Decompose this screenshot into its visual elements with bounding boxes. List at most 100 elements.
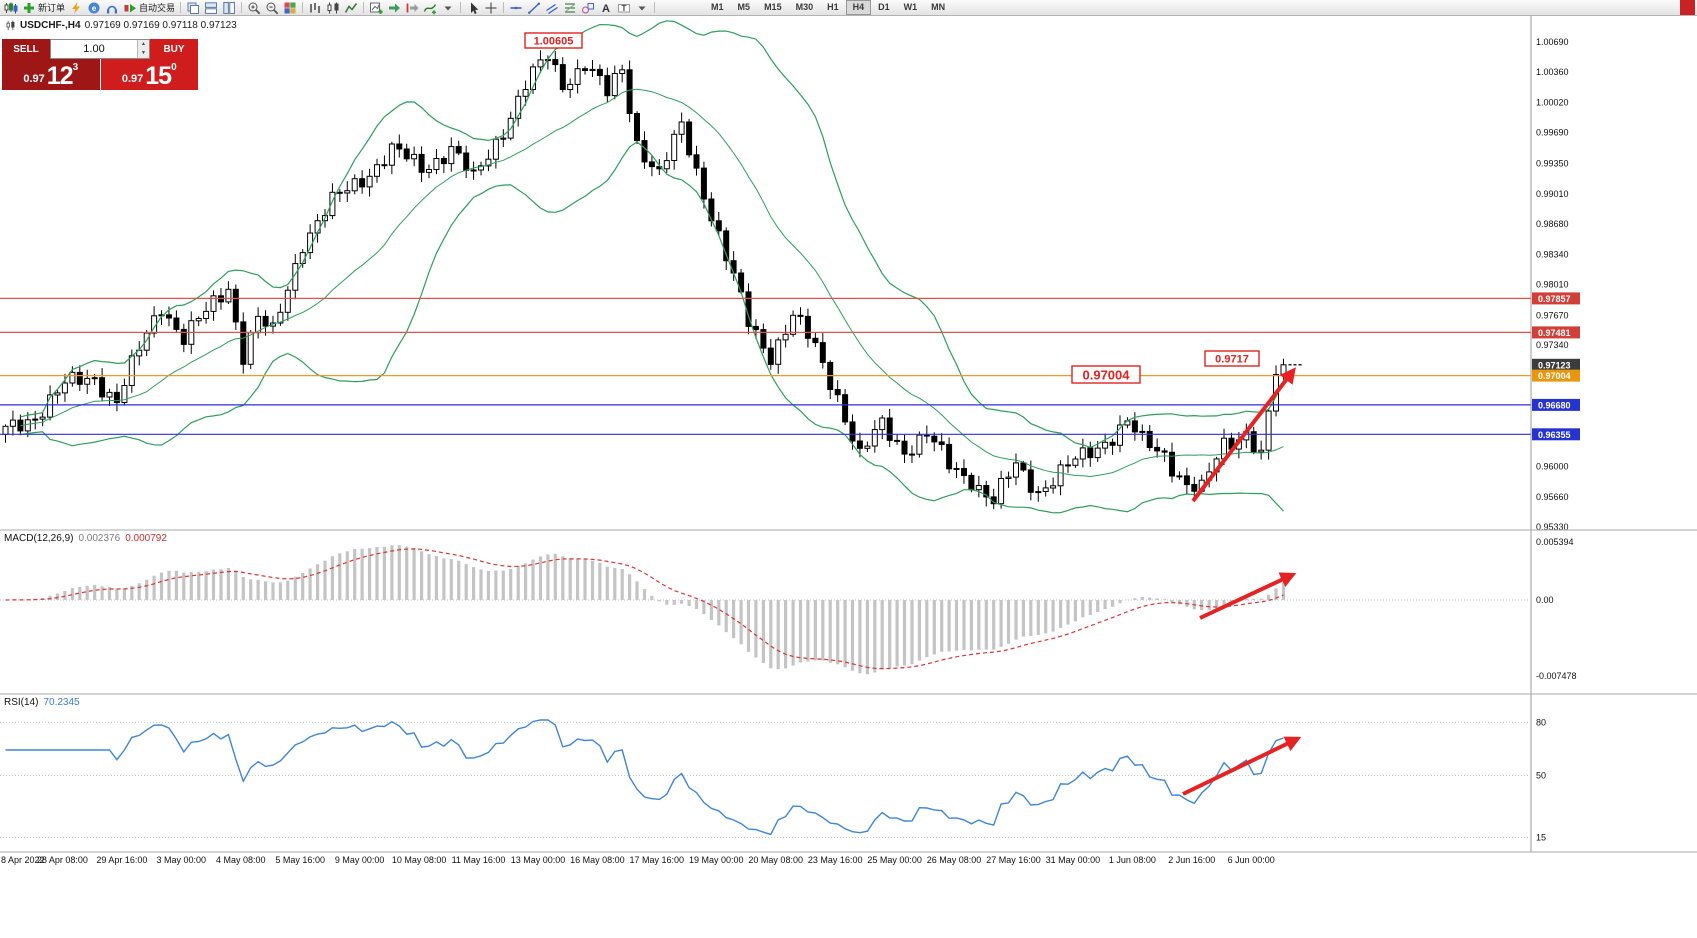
text-label-tool-button[interactable]: T — [615, 0, 633, 15]
community-button[interactable]: e — [85, 0, 103, 15]
price-tick-label: 0.95660 — [1536, 492, 1569, 502]
new-order-button[interactable]: 新订单 — [20, 0, 67, 15]
chart-window-icon — [4, 2, 18, 13]
shapes-tool-icon — [582, 2, 595, 13]
date-label: 20 May 08:00 — [748, 855, 803, 865]
indicators-list-icon — [423, 3, 437, 14]
date-label: 9 May 00:00 — [335, 855, 385, 865]
cursor-tool-button[interactable] — [464, 0, 482, 15]
volume-down-button[interactable]: ▼ — [138, 49, 149, 58]
svg-text:e: e — [92, 4, 97, 13]
chart-window-button[interactable] — [2, 0, 20, 15]
rsi-level-label: 15 — [1536, 833, 1546, 843]
date-label: 10 May 08:00 — [392, 855, 447, 865]
price-tick-label: 0.96000 — [1536, 461, 1569, 471]
crosshair-tool-button[interactable] — [482, 0, 500, 15]
volume-box: 1.00 ▲ ▼ — [50, 39, 150, 59]
auto-trading-button[interactable]: 自动交易 — [121, 0, 177, 15]
tile-vertically-button[interactable] — [220, 0, 238, 15]
symbol-title: USDCHF-,H4 — [20, 20, 81, 31]
annotation-0.9717[interactable]: 0.9717 — [1204, 350, 1260, 367]
timeframe-w1-button[interactable]: W1 — [903, 2, 918, 12]
indicators-dropdown-icon — [444, 6, 452, 10]
chart-shift-icon — [406, 3, 419, 12]
tile-horizontally-button[interactable] — [202, 0, 220, 15]
timeframe-m15-button[interactable]: M15 — [764, 2, 782, 12]
tile-vertically-icon — [223, 1, 235, 14]
date-label: 23 May 16:00 — [808, 855, 863, 865]
sell-price-base: 0.97 — [23, 73, 45, 85]
cascade-windows-icon — [187, 2, 200, 14]
timeframe-h4-button[interactable]: H4 — [845, 0, 872, 15]
auto-scroll-button[interactable] — [385, 0, 403, 15]
price-tick-label: 0.97340 — [1536, 340, 1569, 350]
macd-trend-arrow[interactable] — [1199, 572, 1297, 620]
auto-trading-icon — [124, 3, 137, 12]
buy-price-sup: 0 — [171, 62, 177, 73]
symbol-chart-icon — [6, 20, 15, 31]
date-label: 25 May 00:00 — [867, 855, 922, 865]
annotation-0.97004[interactable]: 0.97004 — [1071, 365, 1141, 384]
toolbar-separator — [241, 2, 243, 13]
cascade-windows-button[interactable] — [184, 0, 202, 15]
svg-text:0.96355: 0.96355 — [1538, 430, 1571, 440]
support-button[interactable] — [103, 0, 121, 15]
channel-tool-icon — [546, 3, 558, 14]
horizontal-line-tool-button[interactable] — [507, 0, 525, 15]
line-chart-mode-button[interactable] — [342, 0, 360, 15]
symbol-info: USDCHF-,H4 0.97169 0.97169 0.97118 0.971… — [5, 20, 237, 31]
zoom-out-icon — [266, 2, 279, 14]
buy-button[interactable]: BUY — [150, 39, 198, 59]
macd-indicator-label: MACD(12,26,9) 0.002376 0.000792 — [4, 533, 167, 544]
indicators-list-button[interactable] — [421, 0, 439, 15]
timeframe-m1-button[interactable]: M1 — [711, 2, 724, 12]
zoom-in-button[interactable] — [245, 0, 263, 15]
candlestick-mode-button[interactable] — [324, 0, 342, 15]
price-trend-arrow[interactable] — [1191, 367, 1296, 503]
toolbar-separator — [460, 2, 462, 13]
timeframe-d1-button[interactable]: D1 — [878, 2, 890, 12]
toolbar-separator — [363, 2, 365, 13]
annotation-1.00605[interactable]: 1.00605 — [524, 32, 583, 49]
toolbar-red-badge — [1680, 0, 1695, 15]
trendline-tool-button[interactable] — [525, 0, 543, 15]
date-label: 28 Apr 08:00 — [37, 855, 88, 865]
shapes-tool-button[interactable] — [579, 0, 597, 15]
text-tool-button[interactable]: A — [597, 0, 615, 15]
indicators-dropdown-button[interactable] — [439, 0, 457, 15]
chart-shift-button[interactable] — [403, 0, 421, 15]
svg-text:0.96680: 0.96680 — [1538, 400, 1571, 410]
svg-text:A: A — [602, 3, 610, 15]
volume-up-button[interactable]: ▲ — [138, 40, 149, 49]
timeframe-m5-button[interactable]: M5 — [737, 2, 751, 12]
horizontal-line-tool-icon — [510, 6, 522, 9]
sell-button[interactable]: SELL — [2, 39, 50, 59]
zoom-out-button[interactable] — [263, 0, 281, 15]
macd-value: 0.002376 — [78, 533, 121, 544]
bollinger-upper-band — [20, 20, 1285, 449]
expert-advisors-button[interactable] — [67, 0, 85, 15]
timeframe-h1-button[interactable]: H1 — [827, 2, 839, 12]
svg-text:1.00605: 1.00605 — [534, 36, 574, 48]
community-icon: e — [88, 2, 100, 13]
tile-windows-button[interactable] — [281, 0, 299, 15]
buy-price-button[interactable]: 0.97 15 0 — [100, 59, 198, 90]
rsi-trend-arrow[interactable] — [1182, 736, 1302, 796]
objects-dropdown-button[interactable] — [633, 0, 651, 15]
sell-price-button[interactable]: 0.97 12 3 — [2, 59, 101, 90]
rsi-value: 70.2345 — [43, 697, 80, 708]
fibonacci-tool-icon — [564, 2, 576, 13]
price-tick-label: 1.00690 — [1536, 37, 1569, 47]
date-label: 31 May 00:00 — [1046, 855, 1101, 865]
bar-chart-mode-button[interactable] — [306, 0, 324, 15]
new-chart-button[interactable] — [367, 0, 385, 15]
volume-input[interactable]: 1.00 — [83, 43, 105, 55]
rsi-name: RSI(14) — [4, 697, 39, 708]
fibonacci-tool-button[interactable] — [561, 0, 579, 15]
channel-tool-button[interactable] — [543, 0, 561, 15]
sell-price-pips: 12 — [46, 62, 74, 90]
timeframe-m30-button[interactable]: M30 — [795, 2, 814, 12]
timeframe-mn-button[interactable]: MN — [931, 2, 946, 12]
